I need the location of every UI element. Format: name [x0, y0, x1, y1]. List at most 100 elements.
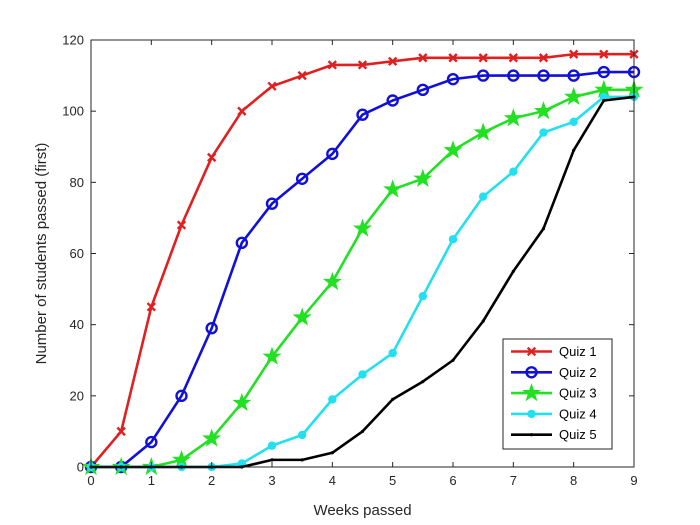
- data-point: [507, 69, 520, 82]
- x-tick-label: 7: [510, 473, 517, 488]
- data-point: [448, 235, 458, 244]
- data-point: [446, 72, 460, 86]
- x-marker-stroke: [388, 56, 398, 66]
- data-point: [267, 81, 277, 91]
- x-marker-stroke: [327, 60, 337, 70]
- x-marker-stroke: [478, 53, 488, 63]
- legend-label: Quiz 1: [559, 344, 597, 359]
- legend-entry: Quiz 2: [511, 365, 597, 380]
- x-tick-label: 3: [268, 473, 275, 488]
- data-point: [508, 53, 518, 63]
- x-marker-stroke: [418, 53, 428, 63]
- data-point: [267, 441, 277, 450]
- data-point: [116, 426, 126, 437]
- data-point: [572, 148, 576, 152]
- x-tick-label: 9: [630, 473, 637, 488]
- series-line: [91, 70, 634, 469]
- x-tick-label: 6: [449, 473, 456, 488]
- y-tick-label: 40: [70, 317, 84, 332]
- data-point: [478, 192, 488, 201]
- data-point: [383, 179, 403, 198]
- y-tick-label: 100: [62, 104, 84, 119]
- data-point: [443, 140, 463, 159]
- x-marker-stroke: [357, 60, 368, 70]
- data-point: [327, 60, 337, 70]
- x-tick-label: 8: [570, 473, 577, 488]
- data-point: [537, 69, 550, 82]
- data-point: [297, 430, 307, 440]
- data-point: [599, 49, 609, 59]
- data-point: [330, 451, 334, 455]
- legend-label: Quiz 3: [559, 386, 597, 401]
- x-tick-label: 5: [389, 473, 396, 488]
- legend-label: Quiz 4: [559, 406, 597, 421]
- data-point: [597, 65, 611, 79]
- data-point: [511, 269, 515, 273]
- legend-marker: [525, 366, 538, 379]
- legend-marker: [521, 383, 542, 402]
- data-point: [569, 49, 579, 59]
- y-tick-label: 20: [70, 388, 84, 403]
- data-point: [205, 322, 218, 335]
- legend-entry: Quiz 4: [511, 406, 597, 421]
- data-point: [476, 69, 490, 82]
- data-point: [235, 236, 249, 250]
- data-point: [386, 94, 399, 107]
- data-point: [358, 370, 367, 379]
- data-point: [388, 348, 397, 358]
- data-point: [207, 152, 217, 163]
- data-point: [145, 435, 158, 449]
- data-point: [478, 53, 488, 63]
- y-tick-label: 80: [70, 175, 84, 190]
- data-point: [237, 106, 247, 116]
- data-point: [292, 307, 312, 326]
- tick-labels: 0 1 2 3 4 5 6 7 8 9 0 20 40 60 80 100 120: [62, 33, 637, 489]
- data-point: [448, 53, 458, 63]
- data-point: [391, 397, 395, 401]
- data-point: [146, 302, 156, 312]
- legend: Quiz 1 Quiz 2 Quiz 3 Quiz 4 Quiz 5: [502, 338, 613, 450]
- x-marker-stroke: [538, 53, 549, 63]
- data-point: [481, 319, 485, 323]
- x-marker-stroke: [267, 81, 277, 91]
- data-point: [262, 346, 282, 365]
- data-point: [328, 395, 337, 404]
- x-marker-stroke: [599, 49, 609, 59]
- x-marker-stroke: [207, 152, 217, 163]
- x-marker-stroke: [569, 49, 579, 59]
- x-tick-label: 1: [148, 473, 155, 488]
- y-tick-label: 120: [62, 33, 84, 48]
- data-point: [326, 147, 339, 161]
- data-point: [202, 428, 222, 447]
- data-point: [175, 389, 188, 403]
- legend-marker: [529, 433, 534, 437]
- axes-layer: [90, 39, 635, 468]
- data-point: [300, 458, 304, 462]
- data-point: [602, 98, 606, 103]
- data-point: [352, 218, 373, 237]
- data-point: [388, 56, 398, 66]
- x-tick-label: 2: [208, 473, 215, 488]
- x-marker-stroke: [176, 220, 187, 230]
- y-tick-label: 60: [70, 246, 84, 261]
- data-point: [509, 167, 518, 176]
- data-point: [533, 101, 554, 120]
- x-marker-stroke: [116, 426, 126, 437]
- data-point: [418, 292, 428, 301]
- data-point: [356, 108, 369, 121]
- data-point: [265, 197, 279, 210]
- x-marker-stroke: [526, 346, 537, 357]
- x-tick-label: 0: [87, 473, 94, 488]
- data-point: [418, 53, 428, 63]
- legend-label: Quiz 2: [559, 365, 597, 380]
- data-point: [421, 380, 425, 384]
- x-axis-title: Weeks passed: [313, 502, 411, 519]
- x-marker-stroke: [237, 106, 247, 116]
- series-1: [86, 49, 639, 472]
- data-point: [297, 70, 307, 81]
- data-point: [539, 128, 548, 137]
- data-point: [322, 271, 342, 291]
- x-marker-stroke: [508, 53, 518, 63]
- legend-label: Quiz 5: [559, 427, 597, 442]
